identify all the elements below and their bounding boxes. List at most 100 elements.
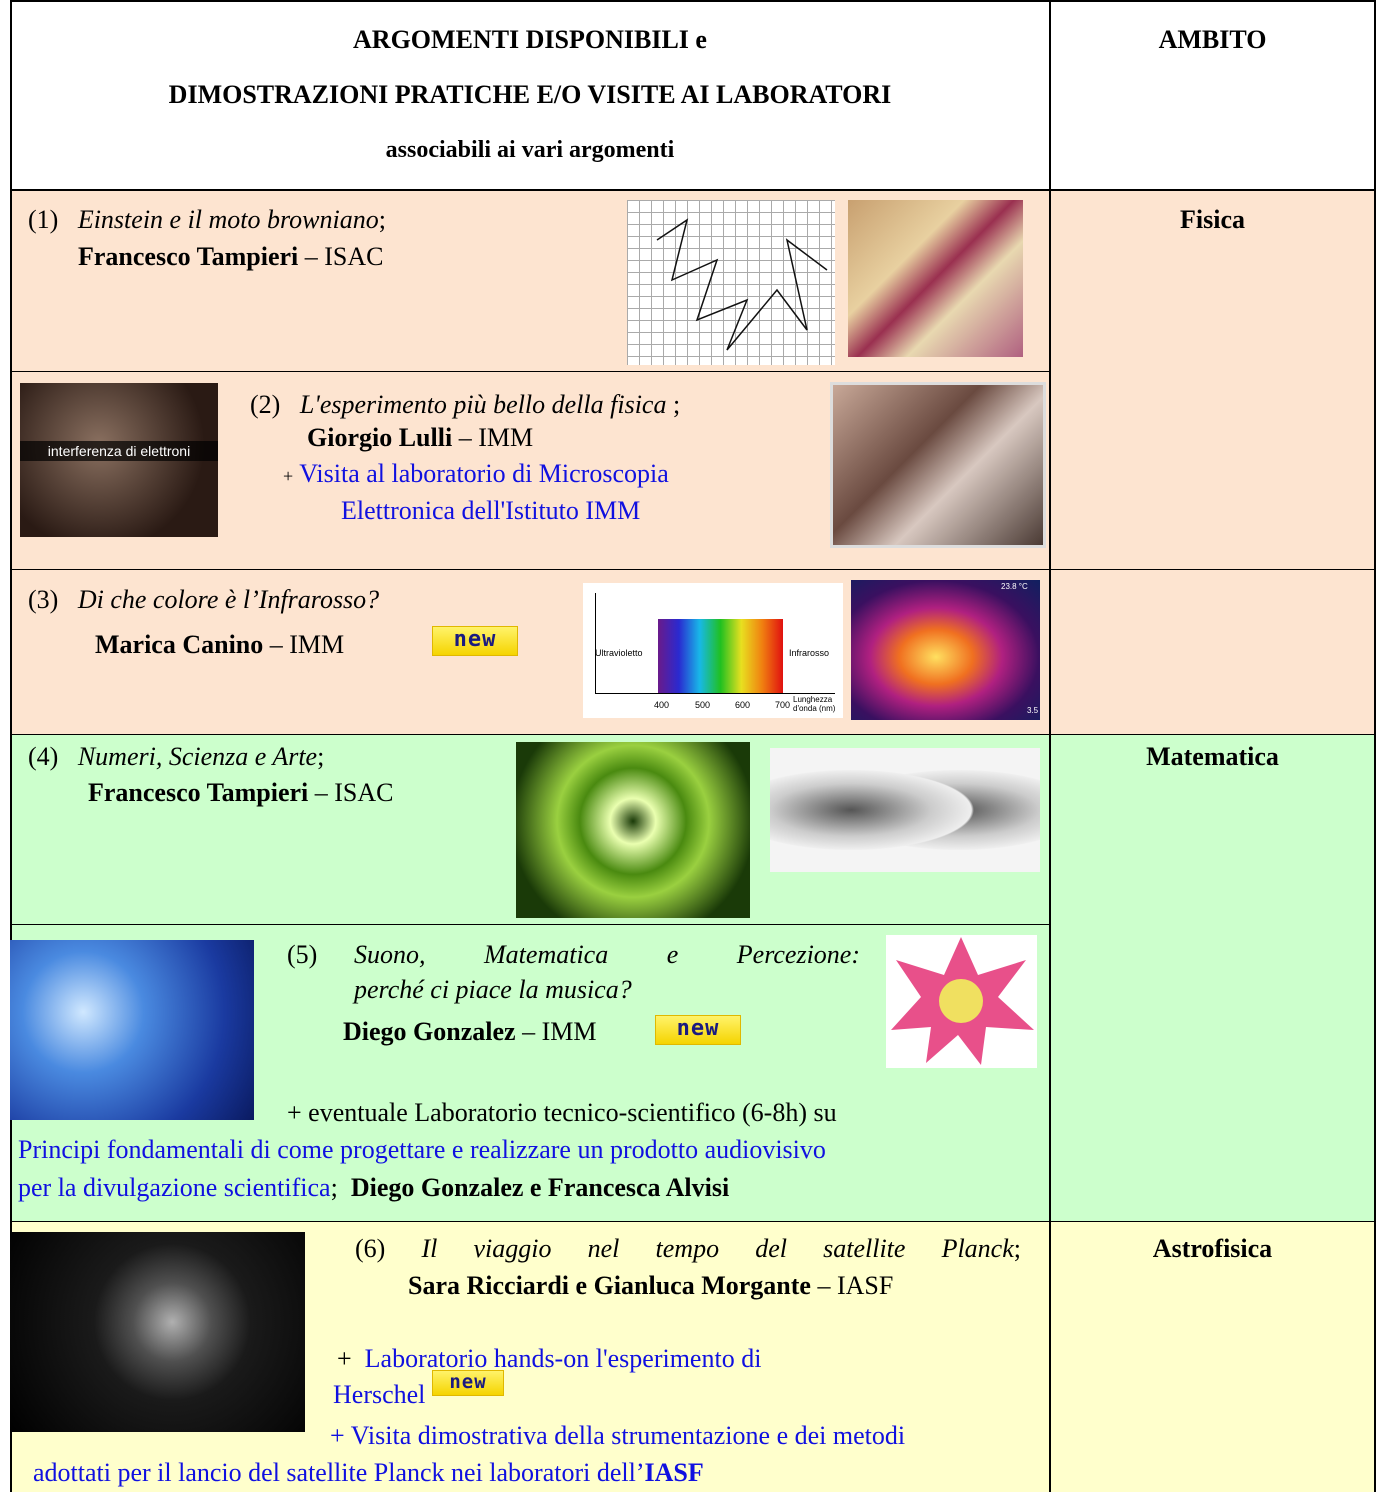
punct: ;: [1013, 1234, 1021, 1263]
topic-line: (1) Einstein e il moto browniano;: [28, 204, 386, 236]
header-ambito: AMBITO: [1158, 25, 1267, 54]
border: [10, 0, 12, 1492]
extra: Visita al laboratorio di Microscopia: [299, 459, 669, 488]
image-star: [886, 935, 1037, 1068]
new-badge: new: [432, 1370, 504, 1396]
border: [10, 569, 1376, 570]
author-line: Marica Canino – IMM: [95, 629, 344, 661]
image-spectrum: Ultravioletto Infrarosso 400 500 600 700…: [583, 583, 843, 718]
extra: Elettronica dell'Istituto IMM: [341, 496, 641, 525]
spectrum-axis: Lunghezza d'onda (nm): [793, 695, 836, 713]
border: [1049, 0, 1051, 1492]
border: [10, 371, 1050, 372]
image-lab: [830, 382, 1046, 548]
author-line: Diego Gonzalez – IMM: [343, 1016, 596, 1048]
image-caption: interferenza di elettroni: [20, 441, 218, 461]
author: Diego Gonzalez: [343, 1017, 516, 1046]
author: Giorgio Lulli: [307, 423, 453, 452]
author: Francesco Tampieri: [88, 778, 309, 807]
extra-intro: + eventuale Laboratorio tecnico-scientif…: [287, 1098, 837, 1127]
title: Di che colore è l’Infrarosso?: [77, 585, 380, 614]
border: [1374, 0, 1376, 1492]
org: – IMM: [458, 423, 534, 452]
image-drawing: [891, 937, 1034, 1065]
author-line: Giorgio Lulli – IMM: [307, 422, 533, 454]
extra: adottati per il lancio del satellite Pla…: [33, 1458, 645, 1487]
topic-line: (2) L'esperimento più bello della fisica…: [250, 389, 680, 421]
header-line: associabili ai vari argomenti: [385, 137, 675, 163]
new-badge: new: [432, 626, 518, 656]
punct: ;: [317, 742, 325, 771]
org: – ISAC: [314, 778, 394, 807]
thermal-label: 3.5: [1027, 706, 1039, 715]
punct: ;: [330, 1173, 338, 1202]
extra: Principi fondamentali di come progettare…: [18, 1135, 826, 1164]
title: Il viaggio nel tempo del satellite Planc…: [421, 1234, 1014, 1263]
image-brownian: [627, 200, 835, 365]
author: Sara Ricciardi e Gianluca Morgante: [408, 1271, 811, 1300]
title: perché ci piace la musica?: [354, 975, 632, 1004]
org: – IASF: [817, 1271, 894, 1300]
ambito: Matematica: [1146, 742, 1279, 771]
spectrum-tick: 600: [735, 700, 751, 710]
author-line: Francesco Tampieri – ISAC: [88, 777, 394, 809]
new-badge: new: [655, 1015, 741, 1045]
org: – IMM: [269, 630, 345, 659]
extra-org: IASF: [644, 1458, 704, 1487]
extra-authors: Diego Gonzalez e Francesca Alvisi: [350, 1173, 730, 1202]
spectrum-tick: 500: [695, 700, 711, 710]
extra-line: adottati per il lancio del satellite Pla…: [33, 1457, 704, 1489]
org: – ISAC: [304, 242, 384, 271]
topic-line: (6) Il viaggio nel tempo del satellite P…: [355, 1233, 1021, 1265]
image-fractal: [516, 742, 750, 918]
number: (6): [355, 1234, 386, 1263]
header-line: DIMOSTRAZIONI PRATICHE E/O VISITE AI LAB…: [168, 80, 892, 109]
plus: +: [337, 1344, 352, 1373]
author-line: Sara Ricciardi e Gianluca Morgante – IAS…: [408, 1270, 893, 1302]
title: Numeri, Scienza e Arte: [77, 742, 318, 771]
spectrum-tick: 400: [654, 700, 670, 710]
title: L'esperimento più bello della fisica: [299, 390, 667, 419]
spectrum-label: Infrarosso: [789, 648, 830, 658]
number: (5): [287, 940, 318, 969]
topic-line: (3) Di che colore è l’Infrarosso?: [28, 584, 379, 616]
punct: ;: [378, 205, 386, 234]
image-map: [848, 200, 1023, 357]
border: [10, 1221, 1376, 1222]
spectrum-tick: 700: [775, 700, 791, 710]
org: – IMM: [522, 1017, 597, 1046]
extra: Laboratorio hands-on l'esperimento di: [364, 1344, 762, 1373]
header-line: ARGOMENTI DISPONIBILI e: [353, 25, 707, 54]
topic-line: (4) Numeri, Scienza e Arte;: [28, 741, 324, 773]
punct: ;: [666, 390, 681, 419]
extra-line: + Laboratorio hands-on l'esperimento di: [337, 1343, 761, 1375]
number: (1): [28, 205, 59, 234]
ambito: Fisica: [1180, 205, 1245, 234]
thermal-label: 23.8 °C: [1001, 582, 1028, 591]
extra-line: + Visita al laboratorio di Microscopia: [283, 458, 669, 492]
image-brain: [10, 940, 254, 1120]
number: (4): [28, 742, 59, 771]
image-sculpture: [770, 748, 1040, 872]
number: (3): [28, 585, 59, 614]
image-interference: interferenza di elettroni: [20, 383, 218, 537]
ambito: Astrofisica: [1152, 1234, 1273, 1263]
image-drawing: [656, 218, 828, 351]
border: [10, 924, 1050, 925]
title: Einstein e il moto browniano: [77, 205, 379, 234]
spectrum-label: Ultravioletto: [595, 648, 643, 658]
plus: +: [283, 466, 294, 486]
image-thermal: 23.8 °C 3.5: [851, 580, 1040, 720]
border: [10, 189, 1376, 191]
image-satellite: [10, 1232, 305, 1432]
title: Suono, Matematica e Percezione:: [354, 940, 860, 969]
number: (2): [250, 390, 281, 419]
author-line: Francesco Tampieri – ISAC: [78, 241, 384, 273]
extra-line: per la divulgazione scientifica; Diego G…: [18, 1172, 729, 1204]
author: Francesco Tampieri: [78, 242, 299, 271]
border: [10, 734, 1376, 735]
border: [10, 0, 1376, 2]
extra: + Visita dimostrativa della strumentazio…: [330, 1421, 906, 1450]
extra: per la divulgazione scientifica: [18, 1173, 331, 1202]
